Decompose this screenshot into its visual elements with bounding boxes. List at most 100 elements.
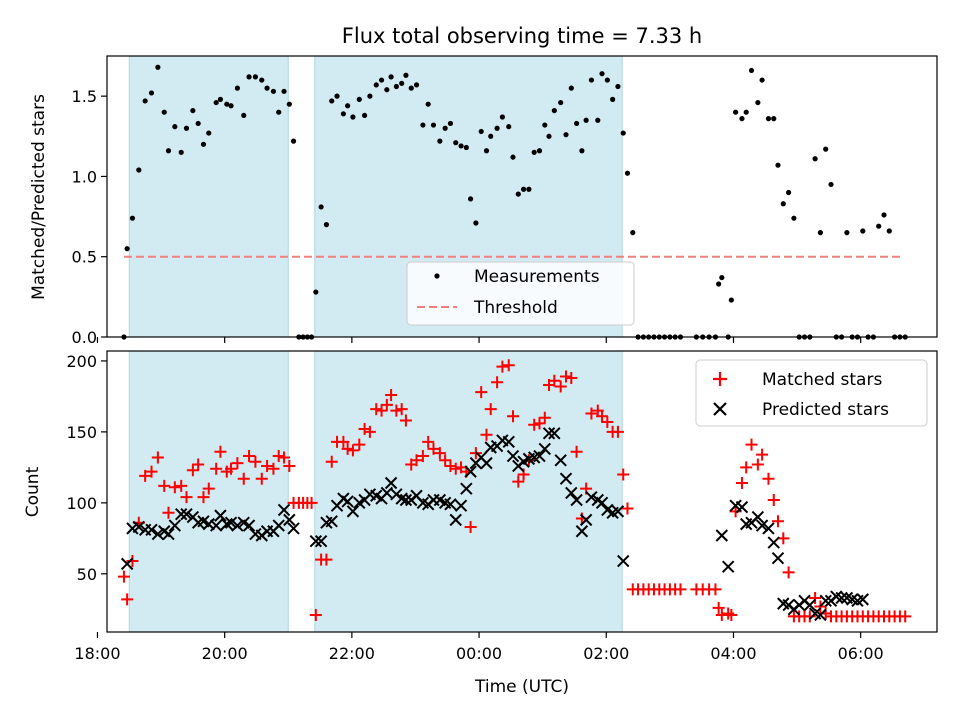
measurement-point-86 [583,117,589,123]
predicted-point-72 [533,449,546,463]
predicted-point-95 [751,510,765,524]
matched-point-145 [899,610,912,623]
matched-point-67 [480,428,493,441]
matched-point-56 [422,435,435,448]
measurement-point-128 [812,156,818,162]
measurement-point-15 [206,130,212,136]
matched-point-113 [729,505,742,518]
bottom-panel: 50 100 150 200 18:00 20:00 22:00 00:00 02:00 04:… [23,350,938,697]
matched-point-118 [756,448,769,461]
matched-point-82 [559,370,572,383]
predicted-point-28 [283,513,296,527]
measurement-point-62 [458,143,464,149]
predicted-point-16 [214,509,227,522]
matched-point-0 [117,570,130,583]
matched-point-54 [410,454,423,467]
predicted-point-2 [132,520,146,534]
matched-point-48 [380,398,393,411]
measurement-point-44 [361,112,368,119]
matched-point-24 [255,472,268,485]
predicted-point-92 [735,500,749,514]
measurement-point-29 [286,101,292,107]
measurement-point-84 [573,120,580,127]
measurement-point-8 [165,148,172,154]
measurement-point-48 [384,87,390,93]
predicted-point-9 [174,507,188,521]
y-tick-label-2: 150 [66,423,97,442]
matched-point-117 [751,458,764,471]
measurement-point-115 [743,109,749,115]
measurement-point-20 [234,85,240,91]
x-tick-label-4: 02:00 [583,644,629,663]
bottom-y-axis-label: Count [23,466,43,517]
predicted-point-74 [542,427,556,440]
matched-point-17 [214,445,227,458]
predicted-point-97 [762,522,775,535]
measurement-point-85 [579,148,585,154]
measurement-point-57 [430,122,437,128]
matched-point-34 [305,496,318,509]
matched-point-66 [475,386,488,399]
matched-point-51 [395,403,408,416]
measurement-point-64 [467,196,474,202]
measurement-point-80 [551,107,557,114]
measurement-point-74 [520,186,527,192]
matched-point-64 [464,520,477,533]
matched-point-76 [528,418,541,431]
matched-point-109 [712,601,725,614]
matched-point-23 [249,455,262,468]
matched-point-116 [745,438,758,451]
measurement-point-121 [775,162,781,168]
measurement-point-21 [241,112,247,119]
legend-predicted-label: Predicted stars [762,400,889,420]
predicted-point-7 [162,527,175,541]
measurement-point-47 [378,77,385,83]
matched-point-46 [370,403,383,416]
x-tick-label-3: 00:00 [456,644,502,663]
measurement-point-17 [217,96,224,102]
measurement-point-89 [599,71,605,77]
predicted-point-82 [585,490,598,504]
measurement-point-51 [399,80,405,86]
predicted-point-62 [480,456,493,470]
measurement-point-87 [588,77,595,83]
predicted-point-33 [325,515,338,528]
matched-point-40 [337,435,350,448]
predicted-point-30 [309,534,323,548]
predicted-point-0 [120,557,134,571]
predicted-point-29 [287,522,300,535]
predicted-point-75 [548,427,561,440]
measurement-point-140 [876,223,882,229]
predicted-point-5 [151,527,165,541]
matched-point-11 [180,491,193,504]
bottom-y-axis: 50 100 150 200 [66,352,107,584]
predicted-point-26 [272,519,285,532]
matched-point-13 [192,458,205,471]
matched-point-81 [554,380,567,393]
measurement-point-5 [148,90,155,96]
matched-point-119 [762,472,775,485]
matched-point-104 [674,583,687,596]
legend-matched-marker [713,372,727,386]
measurement-point-40 [340,111,346,117]
matched-point-78 [538,411,551,424]
predicted-point-111 [835,591,848,605]
shaded-interval-0 [128,55,289,338]
legend-measurements-label: Measurements [474,267,600,287]
predicted-point-78 [565,486,578,500]
predicted-point-79 [570,493,583,507]
matched-point-83 [565,371,578,384]
measurement-point-36 [318,204,324,210]
measurement-point-92 [615,83,621,90]
measurement-point-114 [739,116,745,122]
predicted-point-108 [819,594,832,607]
matched-point-120 [767,494,780,507]
measurement-point-45 [367,93,373,99]
measurement-point-3 [136,167,142,173]
measurement-point-13 [195,120,201,127]
matched-point-14 [197,491,210,504]
measurement-point-73 [515,191,521,197]
measurement-point-137 [860,228,866,234]
matched-point-27 [272,450,285,463]
